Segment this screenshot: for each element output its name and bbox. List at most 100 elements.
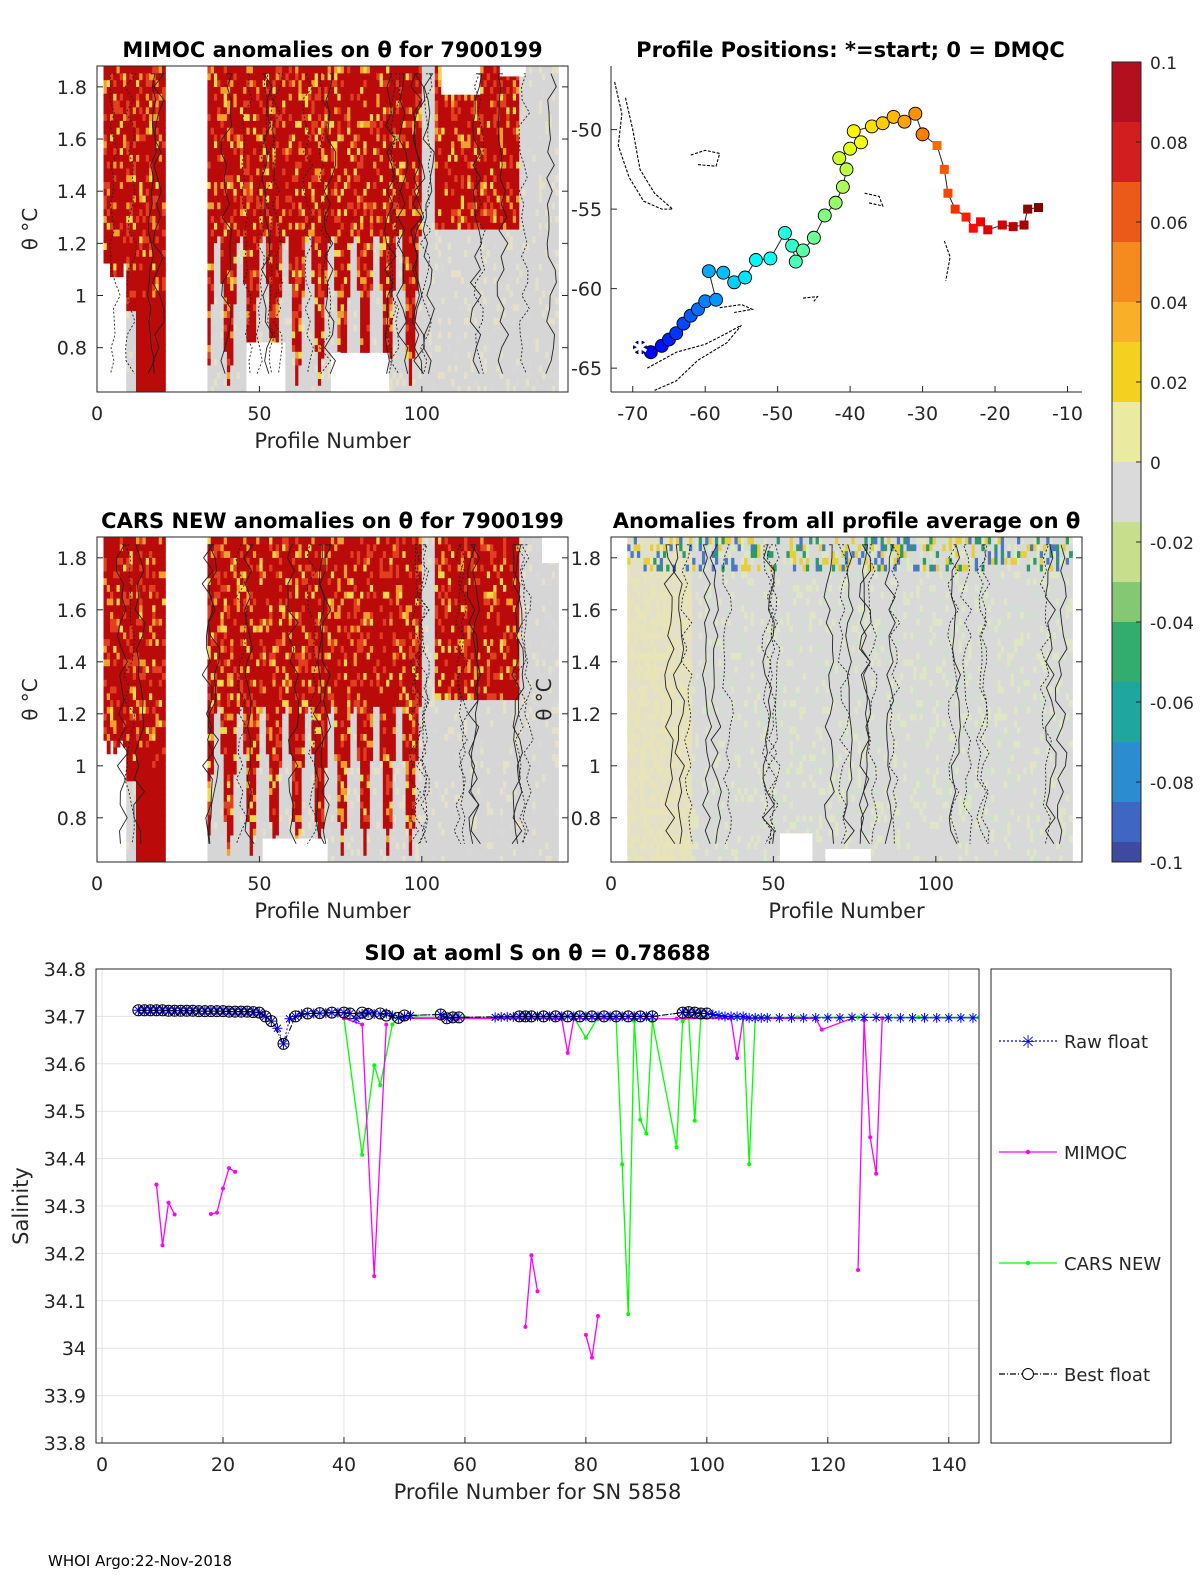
mimoc-cell <box>467 106 472 115</box>
mimoc-cell <box>330 290 335 298</box>
mimoc-cell <box>395 283 400 291</box>
mimoc-cell <box>135 140 140 149</box>
mimoc-cell <box>295 127 299 135</box>
mimoc-cell <box>415 201 420 210</box>
mimoc-cell <box>369 208 374 217</box>
mimoc-cell <box>373 154 377 162</box>
mimoc-cell <box>454 215 459 223</box>
mimoc-cell <box>259 106 264 115</box>
mimoc-cell <box>252 303 257 312</box>
mimoc-cell <box>421 303 426 312</box>
mimoc-cell <box>301 262 306 271</box>
mimoc-cell <box>291 113 296 121</box>
mimoc-cell <box>142 201 147 210</box>
mimoc-cell <box>259 147 264 155</box>
mimoc-cell <box>223 310 228 318</box>
mimoc-cell <box>249 66 254 74</box>
mimoc-cell <box>337 147 342 155</box>
mimoc-cell <box>340 72 345 81</box>
mimoc-cell <box>382 174 387 183</box>
mimoc-cell <box>360 161 364 169</box>
mimoc-cell <box>392 330 397 339</box>
mimoc-cell <box>217 195 222 203</box>
mimoc-cell <box>360 195 364 203</box>
mimoc-cell <box>421 256 426 264</box>
mimoc-cell <box>457 371 462 380</box>
mimoc-cell <box>431 79 436 87</box>
mimoc-cell <box>278 161 283 169</box>
mimoc-cell <box>317 290 322 298</box>
mimoc-cell <box>373 113 377 121</box>
mimoc-cell <box>457 106 462 115</box>
mimoc-cell <box>262 215 267 223</box>
mimoc-cell <box>460 93 465 101</box>
mimoc-cell <box>454 378 459 386</box>
mimoc-cell <box>161 147 166 155</box>
mimoc-cell <box>418 99 423 108</box>
mimoc-cell <box>265 222 270 230</box>
mimoc-cell <box>395 120 400 128</box>
mimoc-cell <box>483 337 488 346</box>
mimoc-cell <box>350 93 355 101</box>
mimoc-cell <box>145 113 150 121</box>
mimoc-cell <box>278 283 283 291</box>
mimoc-cell <box>233 324 238 332</box>
mimoc-cell <box>392 371 397 380</box>
mimoc-cell <box>272 201 277 210</box>
mimoc-cell <box>161 222 166 230</box>
mimoc-cell <box>363 290 368 298</box>
mimoc-cell <box>256 72 261 81</box>
mimoc-cell <box>451 235 455 244</box>
mimoc-cell <box>252 330 257 339</box>
mimoc-cell <box>327 330 332 339</box>
mimoc-cell <box>477 242 481 250</box>
mimoc-cell <box>447 215 452 223</box>
mimoc-cell <box>451 229 455 237</box>
mimoc-cell <box>470 201 475 210</box>
mimoc-cell <box>460 256 465 264</box>
mimoc-cell <box>298 351 303 359</box>
mimoc-cell <box>317 140 322 149</box>
mimoc-cell <box>434 106 439 115</box>
mimoc-cell <box>464 154 468 162</box>
mimoc-cell <box>275 167 280 176</box>
mimoc-cell <box>314 167 319 176</box>
mimoc-cell <box>392 296 397 305</box>
mimoc-cell <box>330 188 335 196</box>
mimoc-cell <box>347 242 351 250</box>
mimoc-cell <box>155 249 160 257</box>
mimoc-cell <box>103 235 108 244</box>
mimoc-cell <box>363 269 368 278</box>
mimoc-cell <box>282 174 286 183</box>
mimoc-cell <box>116 249 121 257</box>
mimoc-cell <box>301 324 306 332</box>
mimoc-cell <box>226 113 231 121</box>
mimoc-cell <box>113 215 118 223</box>
mimoc-cell <box>486 195 491 203</box>
mimoc-cell <box>412 106 416 115</box>
mimoc-cell <box>373 93 377 101</box>
mimoc-cell <box>379 106 384 115</box>
mimoc-cell <box>373 174 377 183</box>
mimoc-cell <box>236 79 241 87</box>
mimoc-cell <box>132 290 137 298</box>
mimoc-cell <box>239 290 244 298</box>
mimoc-cell <box>415 66 420 74</box>
mimoc-cell <box>262 242 267 250</box>
mimoc-cell <box>321 181 325 189</box>
mimoc-cell <box>236 93 241 101</box>
mimoc-cell <box>379 290 384 298</box>
mimoc-cell <box>477 106 481 115</box>
mimoc-cell <box>366 195 371 203</box>
mimoc-cell <box>431 127 436 135</box>
mimoc-cell <box>308 222 312 230</box>
mimoc-cell <box>434 269 439 278</box>
mimoc-cell <box>425 113 429 121</box>
mimoc-cell <box>389 324 394 332</box>
mimoc-cell <box>486 229 491 237</box>
mimoc-cell <box>363 147 368 155</box>
mimoc-cell <box>210 113 215 121</box>
mimoc-cell <box>275 290 280 298</box>
mimoc-cell <box>119 188 124 196</box>
mimoc-cell <box>477 351 481 359</box>
